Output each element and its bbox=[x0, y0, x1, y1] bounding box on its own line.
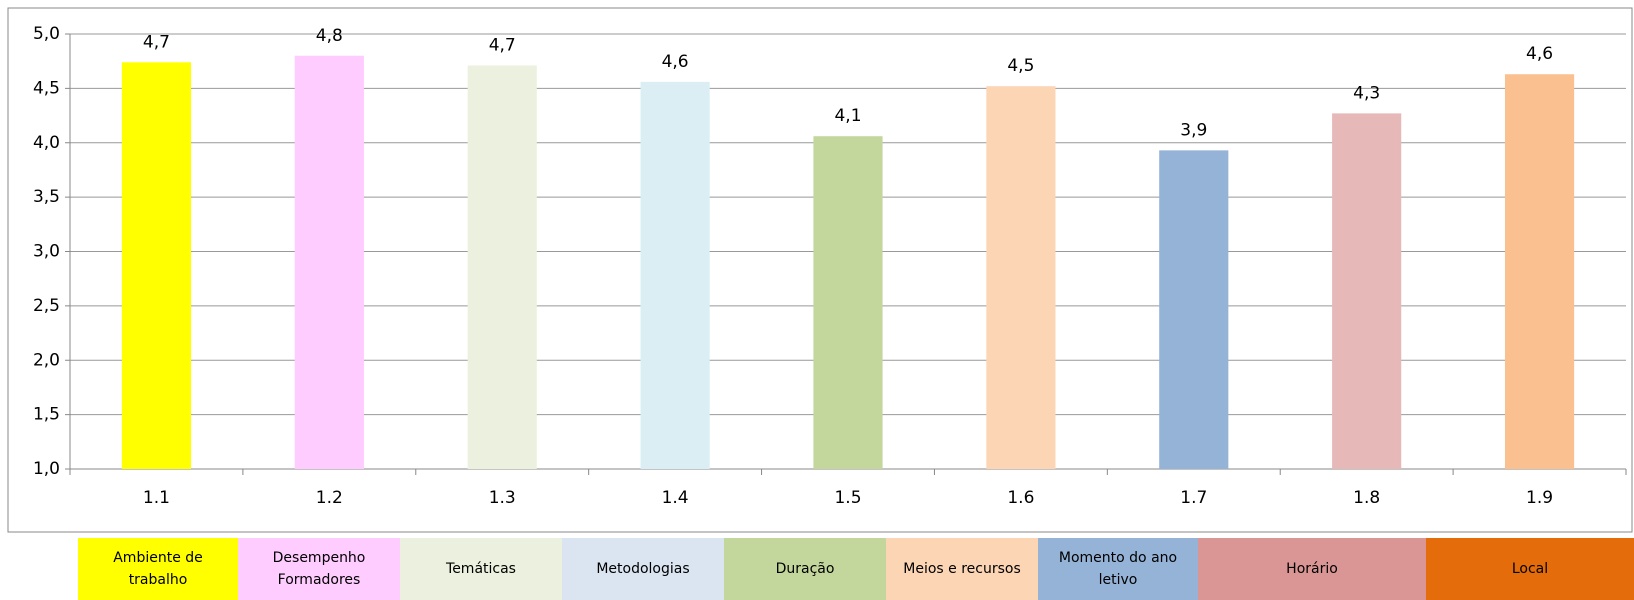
legend-entry: Horário bbox=[1198, 538, 1426, 600]
legend-entry: Ambiente de trabalho bbox=[78, 538, 238, 600]
data-label: 4,1 bbox=[834, 106, 861, 126]
bar bbox=[467, 65, 537, 469]
legend-entry: Metodologias bbox=[562, 538, 724, 600]
y-tick-label: 1,5 bbox=[33, 405, 60, 425]
x-tick-label: 1.4 bbox=[662, 488, 689, 508]
x-tick-label: 1.5 bbox=[834, 488, 861, 508]
data-label: 3,9 bbox=[1180, 120, 1207, 140]
data-label: 4,7 bbox=[489, 36, 516, 56]
x-tick-label: 1.8 bbox=[1353, 488, 1380, 508]
x-tick-label: 1.9 bbox=[1526, 488, 1553, 508]
legend-entry: Duração bbox=[724, 538, 886, 600]
bar bbox=[121, 62, 192, 470]
x-tick-label: 1.2 bbox=[316, 488, 343, 508]
bar bbox=[986, 86, 1056, 469]
data-label: 4,7 bbox=[143, 32, 170, 52]
y-tick-label: 1,0 bbox=[33, 459, 60, 479]
y-tick-label: 4,5 bbox=[33, 78, 60, 98]
legend-entry: Local bbox=[1426, 538, 1634, 600]
data-label: 4,8 bbox=[316, 26, 343, 46]
data-label: 4,5 bbox=[1007, 56, 1034, 76]
x-tick-label: 1.6 bbox=[1007, 488, 1034, 508]
bar bbox=[1504, 74, 1575, 470]
bar bbox=[1332, 113, 1402, 469]
legend-entry: Momento do ano letivo bbox=[1038, 538, 1198, 600]
x-tick-label: 1.3 bbox=[489, 488, 516, 508]
y-tick-label: 3,5 bbox=[33, 187, 60, 207]
bar bbox=[1159, 150, 1229, 470]
legend-entry: Temáticas bbox=[400, 538, 562, 600]
bar bbox=[813, 136, 883, 469]
y-tick-label: 2,0 bbox=[33, 350, 60, 370]
y-tick-label: 2,5 bbox=[33, 296, 60, 316]
y-tick-label: 3,0 bbox=[33, 242, 60, 262]
chart: 1,0 1,5 2,0 2,5 3,0 3,5 4,0 4,5 5,0 1.1 4,7 1.2 4,8 1… bbox=[7, 7, 1633, 533]
data-label: 4,6 bbox=[662, 52, 689, 72]
x-tick-label: 1.7 bbox=[1180, 488, 1207, 508]
legend-entry: Meios e recursos bbox=[886, 538, 1038, 600]
legend-entry: Desempenho Formadores bbox=[238, 538, 400, 600]
y-tick-label: 5,0 bbox=[33, 24, 60, 44]
legend: Ambiente de trabalho Desempenho Formadore… bbox=[78, 538, 1634, 600]
x-tick-label: 1.1 bbox=[143, 488, 170, 508]
data-label: 4,3 bbox=[1353, 83, 1380, 103]
data-label: 4,6 bbox=[1526, 44, 1553, 64]
bar bbox=[294, 55, 364, 469]
y-tick-label: 4,0 bbox=[33, 133, 60, 153]
bar bbox=[640, 81, 710, 469]
